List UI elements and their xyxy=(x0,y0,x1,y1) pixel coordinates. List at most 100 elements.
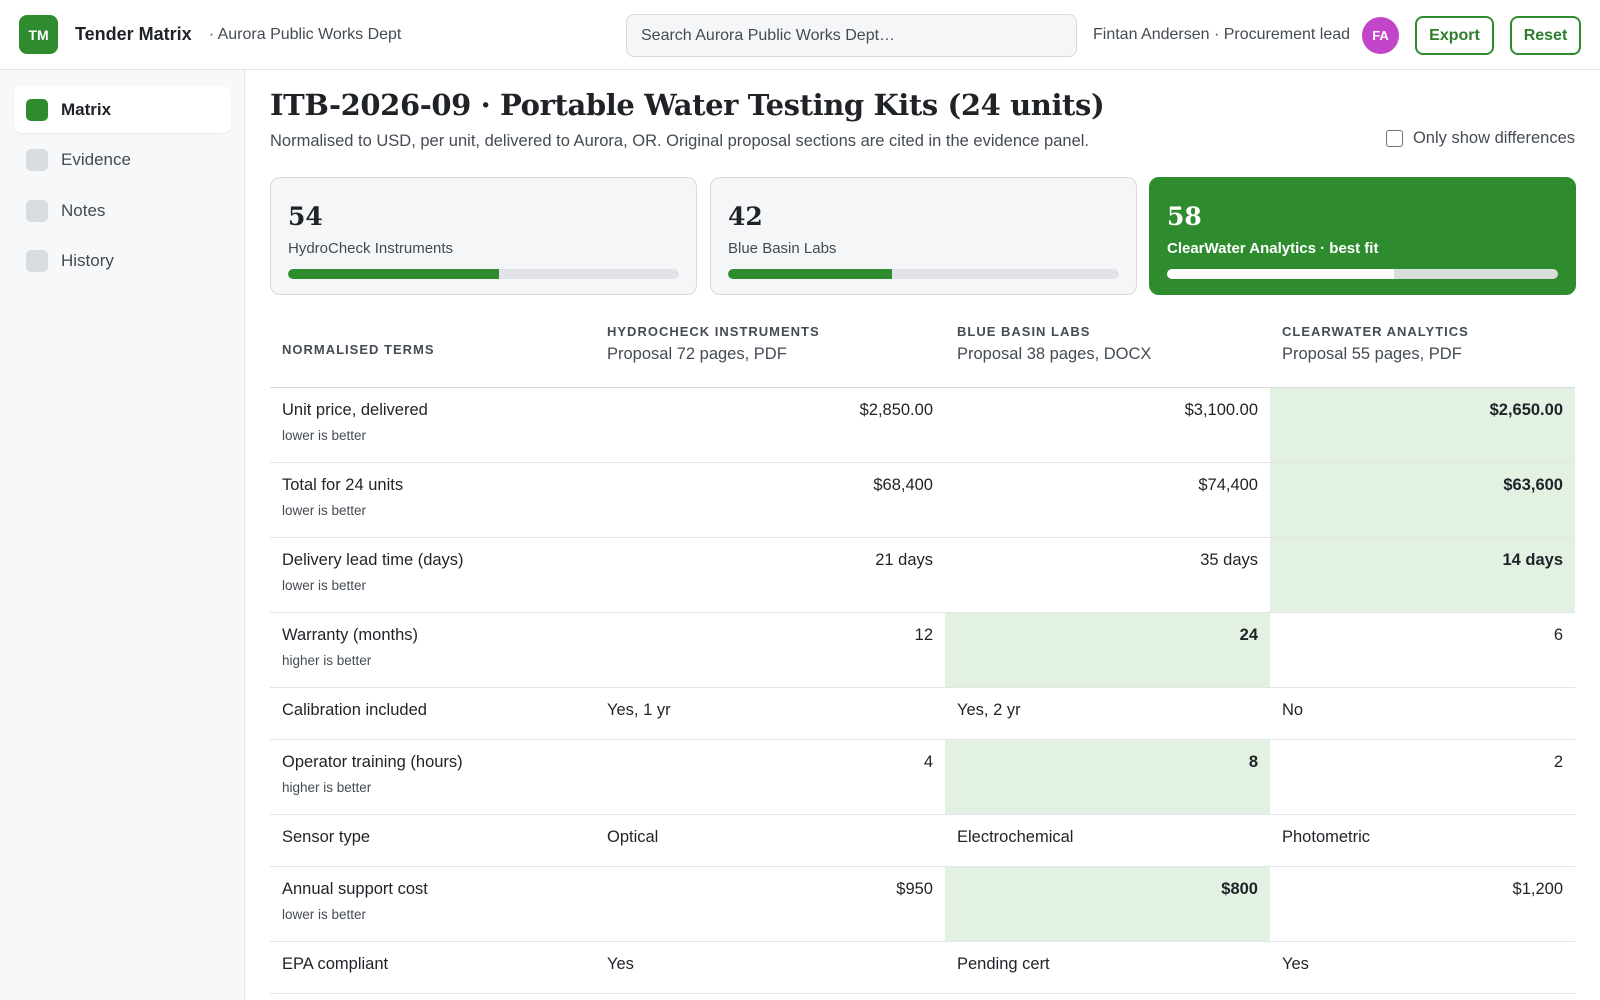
history-icon xyxy=(26,249,48,272)
user-name: Fintan Andersen · Procurement lead xyxy=(1093,26,1351,43)
toggle-label: Only show differences xyxy=(1412,129,1575,147)
table-row[interactable]: Unit price, delivered lower is better $2,8… xyxy=(270,387,1575,463)
table-row[interactable]: EPA compliant Yes Pending cert Yes xyxy=(270,941,1575,994)
sidebar-item-evidence[interactable]: Evidence xyxy=(14,136,231,183)
app-name: Tender Matrix xyxy=(75,24,192,44)
avatar[interactable]: FA xyxy=(1362,17,1399,54)
term-label: Warranty (months) xyxy=(282,625,418,644)
value-cell[interactable]: 24 xyxy=(945,612,1270,688)
vendor-header-name: Blue Basin Labs xyxy=(957,324,1091,339)
term-hint: lower is better xyxy=(282,427,367,443)
score-cards: 54 HydroCheck Instruments 42 Blue Basin … xyxy=(270,177,1576,295)
sidebar-item-matrix[interactable]: Matrix xyxy=(14,86,231,133)
value-cell[interactable]: Pending cert xyxy=(945,941,1270,994)
value-cell[interactable]: Yes, 1 yr xyxy=(595,687,945,740)
value-cell[interactable]: $68,400 xyxy=(595,462,945,538)
term-hint: lower is better xyxy=(282,577,367,593)
evidence-icon xyxy=(26,148,48,171)
table-row[interactable]: Total for 24 units lower is better $68,400… xyxy=(270,462,1575,538)
sidebar-item-notes[interactable]: Notes xyxy=(14,187,231,234)
vendor-column-header[interactable]: ClearWater Analytics Proposal 55 pages, … xyxy=(1270,310,1575,388)
value-cell[interactable]: $3,100.00 xyxy=(945,387,1270,463)
only-differences-toggle[interactable]: Only show differences xyxy=(1385,129,1575,148)
table-row[interactable]: Annual support cost lower is better $950 $8… xyxy=(270,866,1575,942)
search-input[interactable] xyxy=(641,26,1062,45)
score-card-clearwater[interactable]: 58 ClearWater Analytics · best fit xyxy=(1149,177,1576,295)
vendor-header-name: HydroCheck Instruments xyxy=(607,324,820,339)
score-card-hydrocheck[interactable]: 54 HydroCheck Instruments xyxy=(270,177,697,295)
value-cell[interactable]: Optical xyxy=(595,814,945,867)
value-cell[interactable]: Yes xyxy=(1270,941,1575,994)
term-label: Total for 24 units xyxy=(282,475,404,494)
term-cell: Calibration included xyxy=(270,687,595,740)
table-row[interactable]: Operator training (hours) higher is bette… xyxy=(270,739,1575,815)
checkbox[interactable] xyxy=(1385,130,1403,147)
score-bar-fill xyxy=(728,269,893,279)
table-row[interactable]: Warranty (months) higher is better 12 24 6 xyxy=(270,612,1575,688)
vendor-name: ClearWater Analytics · best fit xyxy=(1167,240,1379,257)
term-cell: EPA compliant xyxy=(270,941,595,994)
value-cell[interactable]: $2,850.00 xyxy=(595,387,945,463)
comparison-table: Normalised terms HydroCheck Instruments … xyxy=(270,310,1575,994)
term-hint: higher is better xyxy=(282,779,372,795)
value-cell[interactable]: 21 days xyxy=(595,537,945,613)
value-cell[interactable]: Yes, 2 yr xyxy=(945,687,1270,740)
score-bar xyxy=(728,269,1119,279)
matrix-icon xyxy=(26,98,48,121)
sidebar-item-label: History xyxy=(61,250,114,270)
sidebar-item-label: Matrix xyxy=(61,99,112,119)
vendor-header-meta: Proposal 55 pages, PDF xyxy=(1282,345,1462,363)
top-bar: TM Tender Matrix · Aurora Public Works D… xyxy=(0,0,1600,70)
value-cell[interactable]: Electrochemical xyxy=(945,814,1270,867)
value-cell[interactable]: 12 xyxy=(595,612,945,688)
term-hint: lower is better xyxy=(282,502,367,518)
app-logo[interactable]: TM xyxy=(19,15,58,54)
score-card-blue-basin[interactable]: 42 Blue Basin Labs xyxy=(710,177,1137,295)
reset-button[interactable]: Reset xyxy=(1510,16,1581,55)
value-cell[interactable]: $800 xyxy=(945,866,1270,942)
term-label: Sensor type xyxy=(282,827,371,846)
value-cell[interactable]: 35 days xyxy=(945,537,1270,613)
value-cell[interactable]: 4 xyxy=(595,739,945,815)
value-cell[interactable]: $74,400 xyxy=(945,462,1270,538)
vendor-header-name: ClearWater Analytics xyxy=(1282,324,1469,339)
term-cell: Total for 24 units lower is better xyxy=(270,462,595,538)
table-header-row: Normalised terms HydroCheck Instruments … xyxy=(270,310,1575,388)
term-cell: Annual support cost lower is better xyxy=(270,866,595,942)
vendor-name: Blue Basin Labs xyxy=(728,240,837,257)
terms-column-header: Normalised terms xyxy=(270,310,595,388)
value-cell[interactable]: $63,600 xyxy=(1270,462,1575,538)
page-title: ITB-2026-09 · Portable Water Testing Kit… xyxy=(270,88,1105,122)
sidebar-item-history[interactable]: History xyxy=(14,237,231,284)
term-cell: Delivery lead time (days) lower is better xyxy=(270,537,595,613)
term-label: Annual support cost xyxy=(282,879,428,898)
table-row[interactable]: Delivery lead time (days) lower is better… xyxy=(270,537,1575,613)
vendor-column-header[interactable]: Blue Basin Labs Proposal 38 pages, DOCX xyxy=(945,310,1270,388)
search-box[interactable] xyxy=(626,14,1077,57)
main-content: ITB-2026-09 · Portable Water Testing Kit… xyxy=(270,70,1576,1000)
value-cell[interactable]: 14 days xyxy=(1270,537,1575,613)
value-cell[interactable]: $1,200 xyxy=(1270,866,1575,942)
value-cell[interactable]: 2 xyxy=(1270,739,1575,815)
score-bar-fill xyxy=(1167,269,1394,279)
value-cell[interactable]: $2,650.00 xyxy=(1270,387,1575,463)
value-cell[interactable]: Yes xyxy=(595,941,945,994)
value-cell[interactable]: 6 xyxy=(1270,612,1575,688)
value-cell[interactable]: 8 xyxy=(945,739,1270,815)
page-subtitle: Normalised to USD, per unit, delivered t… xyxy=(270,132,1090,150)
term-label: Calibration included xyxy=(282,700,427,719)
table-row[interactable]: Sensor type Optical Electrochemical Photome… xyxy=(270,814,1575,867)
value-cell[interactable]: $950 xyxy=(595,866,945,942)
term-label: Delivery lead time (days) xyxy=(282,550,464,569)
table-body: Unit price, delivered lower is better $2,8… xyxy=(270,387,1575,994)
value-cell[interactable]: No xyxy=(1270,687,1575,740)
score-bar-fill xyxy=(288,269,500,279)
org-name: · Aurora Public Works Dept xyxy=(208,25,402,43)
export-button[interactable]: Export xyxy=(1415,16,1494,55)
vendor-name: HydroCheck Instruments xyxy=(288,240,454,257)
value-cell[interactable]: Photometric xyxy=(1270,814,1575,867)
table-row[interactable]: Calibration included Yes, 1 yr Yes, 2 yr No xyxy=(270,687,1575,740)
score-value: 42 xyxy=(728,202,763,231)
vendor-column-header[interactable]: HydroCheck Instruments Proposal 72 pages… xyxy=(595,310,945,388)
term-cell: Warranty (months) higher is better xyxy=(270,612,595,688)
